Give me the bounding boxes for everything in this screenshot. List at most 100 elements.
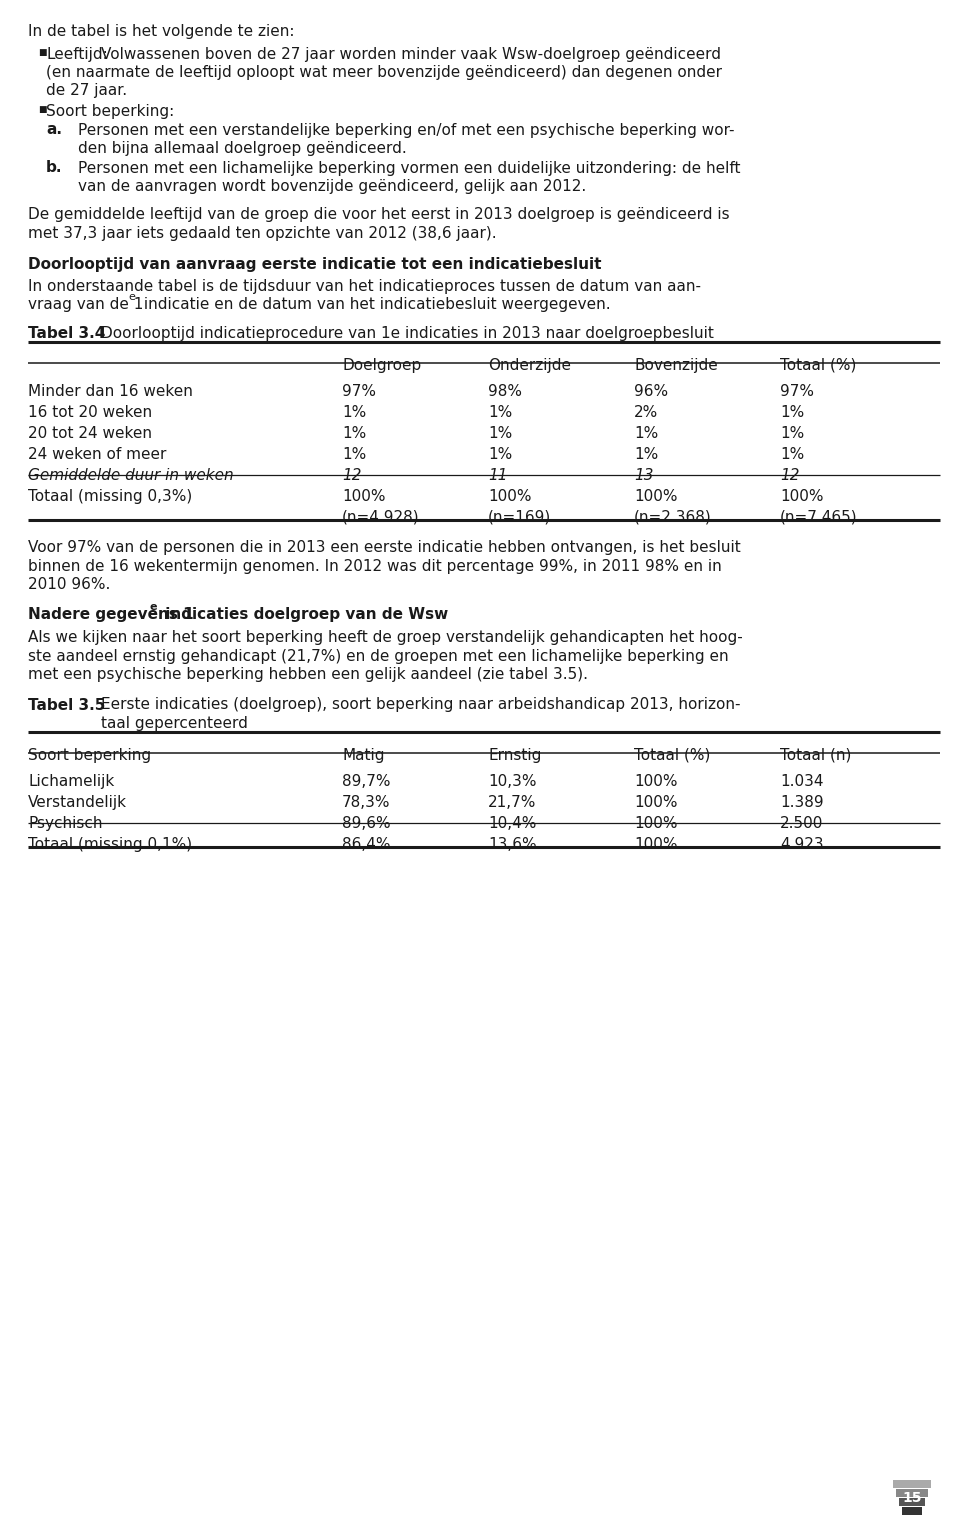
Text: 100%: 100% bbox=[634, 836, 678, 852]
Text: Voor 97% van de personen die in 2013 een eerste indicatie hebben ontvangen, is h: Voor 97% van de personen die in 2013 een… bbox=[28, 540, 741, 555]
Text: Doelgroep: Doelgroep bbox=[342, 359, 421, 372]
Text: Onderzijde: Onderzijde bbox=[488, 359, 571, 372]
Text: Soort beperking: Soort beperking bbox=[28, 748, 151, 763]
Text: Totaal (missing 0,3%): Totaal (missing 0,3%) bbox=[28, 488, 192, 504]
Text: met een psychische beperking hebben een gelijk aandeel (zie tabel 3.5).: met een psychische beperking hebben een … bbox=[28, 667, 588, 682]
Text: 2010 96%.: 2010 96%. bbox=[28, 577, 110, 592]
Text: 100%: 100% bbox=[488, 488, 532, 504]
Text: (en naarmate de leeftijd oploopt wat meer bovenzijde geëndiceerd) dan degenen on: (en naarmate de leeftijd oploopt wat mee… bbox=[46, 66, 722, 79]
Text: Tabel 3.4: Tabel 3.4 bbox=[28, 327, 106, 340]
Text: vraag van de 1: vraag van de 1 bbox=[28, 298, 143, 313]
Text: Bovenzijde: Bovenzijde bbox=[634, 359, 718, 372]
Text: 1.389: 1.389 bbox=[780, 795, 824, 810]
Text: 24 weken of meer: 24 weken of meer bbox=[28, 447, 166, 462]
Text: 100%: 100% bbox=[342, 488, 386, 504]
Bar bbox=[893, 1480, 931, 1488]
Text: 12: 12 bbox=[342, 468, 362, 484]
Text: Psychisch: Psychisch bbox=[28, 816, 103, 832]
Text: indicaties doelgroep van de Wsw: indicaties doelgroep van de Wsw bbox=[160, 607, 448, 623]
Text: 13: 13 bbox=[634, 468, 654, 484]
Text: 89,6%: 89,6% bbox=[342, 816, 391, 832]
Text: 100%: 100% bbox=[634, 488, 678, 504]
Text: De gemiddelde leeftijd van de groep die voor het eerst in 2013 doelgroep is geën: De gemiddelde leeftijd van de groep die … bbox=[28, 208, 730, 223]
Text: 96%: 96% bbox=[634, 385, 668, 398]
Text: 15: 15 bbox=[902, 1491, 922, 1505]
Text: 20 tot 24 weken: 20 tot 24 weken bbox=[28, 426, 152, 441]
Text: indicatie en de datum van het indicatiebesluit weergegeven.: indicatie en de datum van het indicatieb… bbox=[139, 298, 611, 313]
Text: Gemiddelde duur in weken: Gemiddelde duur in weken bbox=[28, 468, 233, 484]
Text: 100%: 100% bbox=[780, 488, 824, 504]
Text: 1%: 1% bbox=[488, 447, 513, 462]
Text: (n=4.928): (n=4.928) bbox=[342, 510, 420, 525]
Text: In onderstaande tabel is de tijdsduur van het indicatieproces tussen de datum va: In onderstaande tabel is de tijdsduur va… bbox=[28, 279, 701, 295]
Text: 78,3%: 78,3% bbox=[342, 795, 391, 810]
Text: binnen de 16 wekentermijn genomen. In 2012 was dit percentage 99%, in 2011 98% e: binnen de 16 wekentermijn genomen. In 20… bbox=[28, 559, 722, 574]
Text: Volwassenen boven de 27 jaar worden minder vaak Wsw-doelgroep geëndiceerd: Volwassenen boven de 27 jaar worden mind… bbox=[101, 46, 721, 61]
Text: Totaal (%): Totaal (%) bbox=[780, 359, 856, 372]
Text: 1%: 1% bbox=[780, 426, 804, 441]
Text: 1%: 1% bbox=[488, 426, 513, 441]
Text: 100%: 100% bbox=[634, 795, 678, 810]
Text: 89,7%: 89,7% bbox=[342, 774, 391, 789]
Text: (n=169): (n=169) bbox=[488, 510, 551, 525]
Text: 21,7%: 21,7% bbox=[488, 795, 537, 810]
Text: 86,4%: 86,4% bbox=[342, 836, 391, 852]
Text: Nadere gegevens 1: Nadere gegevens 1 bbox=[28, 607, 194, 623]
Text: Totaal (missing 0,1%): Totaal (missing 0,1%) bbox=[28, 836, 192, 852]
Bar bbox=[896, 1489, 928, 1497]
Text: 12: 12 bbox=[780, 468, 800, 484]
Text: Personen met een lichamelijke beperking vormen een duidelijke uitzondering: de h: Personen met een lichamelijke beperking … bbox=[78, 160, 740, 175]
Text: 1%: 1% bbox=[342, 404, 367, 420]
Text: 2.500: 2.500 bbox=[780, 816, 824, 832]
Text: 97%: 97% bbox=[342, 385, 376, 398]
Text: 4.923: 4.923 bbox=[780, 836, 824, 852]
Text: e: e bbox=[128, 293, 134, 302]
Text: de 27 jaar.: de 27 jaar. bbox=[46, 84, 127, 99]
Text: Totaal (%): Totaal (%) bbox=[634, 748, 710, 763]
Text: a.: a. bbox=[46, 122, 62, 137]
Text: 1%: 1% bbox=[342, 426, 367, 441]
Text: 100%: 100% bbox=[634, 774, 678, 789]
Text: van de aanvragen wordt bovenzijde geëndiceerd, gelijk aan 2012.: van de aanvragen wordt bovenzijde geëndi… bbox=[78, 179, 587, 194]
Bar bbox=[899, 1499, 925, 1506]
Text: Totaal (n): Totaal (n) bbox=[780, 748, 852, 763]
Text: b.: b. bbox=[46, 160, 62, 175]
Text: e: e bbox=[149, 603, 156, 612]
Text: Als we kijken naar het soort beperking heeft de groep verstandelijk gehandicapte: Als we kijken naar het soort beperking h… bbox=[28, 630, 743, 645]
Text: ■: ■ bbox=[38, 105, 46, 114]
Text: Eerste indicaties (doelgroep), soort beperking naar arbeidshandicap 2013, horizo: Eerste indicaties (doelgroep), soort bep… bbox=[101, 697, 740, 713]
Text: Personen met een verstandelijke beperking en/of met een psychische beperking wor: Personen met een verstandelijke beperkin… bbox=[78, 122, 734, 137]
Text: Tabel 3.5: Tabel 3.5 bbox=[28, 697, 106, 713]
Text: 97%: 97% bbox=[780, 385, 814, 398]
Text: 10,3%: 10,3% bbox=[488, 774, 537, 789]
Text: 11: 11 bbox=[488, 468, 508, 484]
Text: (n=2.368): (n=2.368) bbox=[634, 510, 711, 525]
Text: 1.034: 1.034 bbox=[780, 774, 824, 789]
Text: (n=7.465): (n=7.465) bbox=[780, 510, 857, 525]
Text: 1%: 1% bbox=[634, 426, 659, 441]
Text: Ernstig: Ernstig bbox=[488, 748, 541, 763]
Text: 100%: 100% bbox=[634, 816, 678, 832]
Text: 2%: 2% bbox=[634, 404, 659, 420]
Text: In de tabel is het volgende te zien:: In de tabel is het volgende te zien: bbox=[28, 24, 295, 40]
Text: Matig: Matig bbox=[342, 748, 385, 763]
Text: taal gepercenteerd: taal gepercenteerd bbox=[101, 716, 248, 731]
Text: 1%: 1% bbox=[780, 404, 804, 420]
Text: Lichamelijk: Lichamelijk bbox=[28, 774, 114, 789]
Text: Soort beperking:: Soort beperking: bbox=[46, 104, 175, 119]
Text: Doorlooptijd van aanvraag eerste indicatie tot een indicatiebesluit: Doorlooptijd van aanvraag eerste indicat… bbox=[28, 256, 602, 272]
Text: Leeftijd:: Leeftijd: bbox=[46, 46, 108, 61]
Text: 98%: 98% bbox=[488, 385, 522, 398]
Text: 10,4%: 10,4% bbox=[488, 816, 537, 832]
Text: Verstandelijk: Verstandelijk bbox=[28, 795, 127, 810]
Text: den bijna allemaal doelgroep geëndiceerd.: den bijna allemaal doelgroep geëndiceerd… bbox=[78, 140, 407, 156]
Text: 1%: 1% bbox=[634, 447, 659, 462]
Text: Doorlooptijd indicatieprocedure van 1e indicaties in 2013 naar doelgroepbesluit: Doorlooptijd indicatieprocedure van 1e i… bbox=[101, 327, 714, 340]
Text: ■: ■ bbox=[38, 47, 46, 56]
Bar bbox=[902, 1508, 922, 1515]
Text: ste aandeel ernstig gehandicapt (21,7%) en de groepen met een lichamelijke beper: ste aandeel ernstig gehandicapt (21,7%) … bbox=[28, 649, 729, 664]
Text: 1%: 1% bbox=[342, 447, 367, 462]
Text: met 37,3 jaar iets gedaald ten opzichte van 2012 (38,6 jaar).: met 37,3 jaar iets gedaald ten opzichte … bbox=[28, 226, 496, 241]
Text: 1%: 1% bbox=[780, 447, 804, 462]
Text: Minder dan 16 weken: Minder dan 16 weken bbox=[28, 385, 193, 398]
